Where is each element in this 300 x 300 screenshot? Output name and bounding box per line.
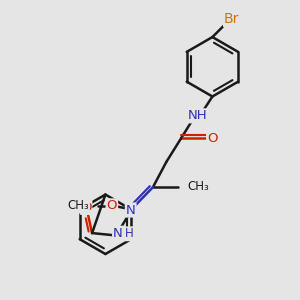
Text: N: N [113,227,123,240]
Text: O: O [81,201,91,214]
Text: CH₃: CH₃ [187,180,209,193]
Text: O: O [106,200,117,212]
Text: CH₃: CH₃ [67,200,89,212]
Text: N: N [126,203,136,217]
Text: Br: Br [224,12,239,26]
Text: H: H [125,227,134,240]
Text: O: O [207,132,218,145]
Text: NH: NH [188,109,207,122]
